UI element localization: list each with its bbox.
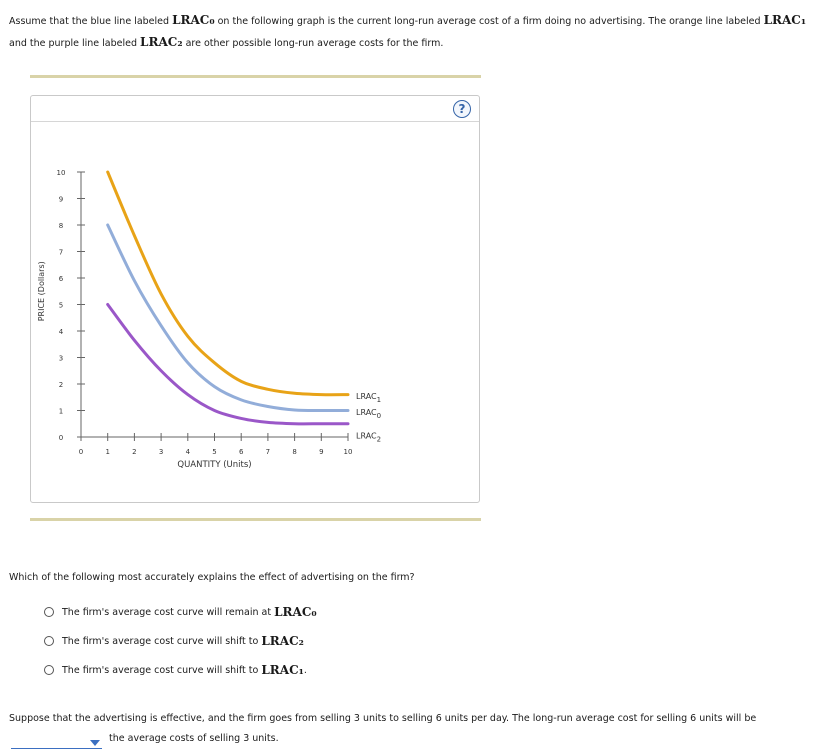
curve-label-lrac1: LRAC1 <box>356 392 381 404</box>
chevron-down-icon <box>90 740 100 746</box>
y-tick-label: 2 <box>59 381 63 389</box>
intro-part: Assume that the blue line labeled <box>9 16 170 27</box>
y-tick-label: 8 <box>59 222 63 230</box>
intro-part: on the following graph is the current lo… <box>217 16 761 27</box>
x-axis-title: QUANTITY (Units) <box>177 460 251 470</box>
graph-header: ? <box>31 96 479 122</box>
option-label: The firm's average cost curve will shift… <box>62 664 259 676</box>
term-lrac0: LRAC₀ <box>172 13 215 27</box>
y-tick-label: 7 <box>59 249 63 257</box>
bottom-divider <box>30 518 481 521</box>
option-shift-lrac2[interactable]: The firm's average cost curve will shift… <box>44 634 304 648</box>
radio-button[interactable] <box>44 665 54 675</box>
followup-text: Suppose that the advertising is effectiv… <box>9 709 809 749</box>
x-tick-label: 7 <box>266 448 270 456</box>
option-shift-lrac1[interactable]: The firm's average cost curve will shift… <box>44 663 307 677</box>
option-term: LRAC₂ <box>261 634 304 648</box>
y-tick-label: 1 <box>59 408 63 416</box>
curve-label-lrac2: LRAC2 <box>356 432 381 444</box>
x-tick-label: 8 <box>292 448 296 456</box>
curve-label-subscript: 0 <box>377 412 381 420</box>
term-lrac1: LRAC₁ <box>763 13 807 27</box>
y-tick-label: 0 <box>59 434 63 442</box>
x-tick-label: 5 <box>212 448 216 456</box>
option-end: . <box>303 664 307 676</box>
y-tick-label: 9 <box>59 196 63 204</box>
option-label: The firm's average cost curve will remai… <box>62 606 272 618</box>
top-divider <box>30 75 481 78</box>
y-tick-label: 3 <box>59 355 63 363</box>
question-text: Which of the following most accurately e… <box>9 572 415 583</box>
x-tick-label: 9 <box>319 448 323 456</box>
followup-before: Suppose that the advertising is effectiv… <box>9 713 757 724</box>
x-tick-label: 10 <box>344 448 353 456</box>
curve-label-subscript: 1 <box>377 396 381 404</box>
x-tick-label: 4 <box>186 448 191 456</box>
curve-label-subscript: 2 <box>377 436 381 444</box>
radio-button[interactable] <box>44 607 54 617</box>
graph-panel: ? 0 1 2 3 4 5 6 7 8 9 10 0 1 2 3 4 5 6 7 8 9 10 QUANTITY (Unit… <box>30 95 480 503</box>
option-remain-lrac0[interactable]: The firm's average cost curve will remai… <box>44 605 317 619</box>
curve-label-base: LRAC <box>356 408 377 417</box>
radio-button[interactable] <box>44 636 54 646</box>
intro-text: Assume that the blue line labeled LRAC₀ … <box>9 10 809 54</box>
followup-after: the average costs of selling 3 units. <box>109 733 279 744</box>
option-term: LRAC₀ <box>274 605 317 619</box>
y-tick-label: 5 <box>59 302 63 310</box>
option-term: LRAC₁ <box>261 663 304 677</box>
x-tick-label: 0 <box>79 448 83 456</box>
x-tick-label: 1 <box>105 448 109 456</box>
x-tick-label: 6 <box>239 448 244 456</box>
curve-lrac0 <box>106 223 350 413</box>
x-tick-label: 2 <box>132 448 136 456</box>
intro-part: and the purple line labeled <box>9 38 138 49</box>
curve-label-lrac0: LRAC0 <box>356 408 381 420</box>
curve-label-base: LRAC <box>356 392 377 401</box>
term-lrac2: LRAC₂ <box>140 35 183 49</box>
intro-part: are other possible long-run average cost… <box>185 38 444 49</box>
curve-label-base: LRAC <box>356 432 377 441</box>
y-tick-label: 4 <box>59 328 64 336</box>
curve-lrac1 <box>106 170 350 397</box>
option-label: The firm's average cost curve will shift… <box>62 635 259 647</box>
cost-comparison-dropdown[interactable] <box>11 734 102 749</box>
curve-lrac2 <box>106 303 350 426</box>
y-tick-label: 10 <box>57 169 66 177</box>
x-tick-label: 3 <box>159 448 163 456</box>
help-button[interactable]: ? <box>453 100 471 118</box>
y-axis-title: PRICE (Dollars) <box>37 261 46 321</box>
y-tick-label: 6 <box>59 275 64 283</box>
